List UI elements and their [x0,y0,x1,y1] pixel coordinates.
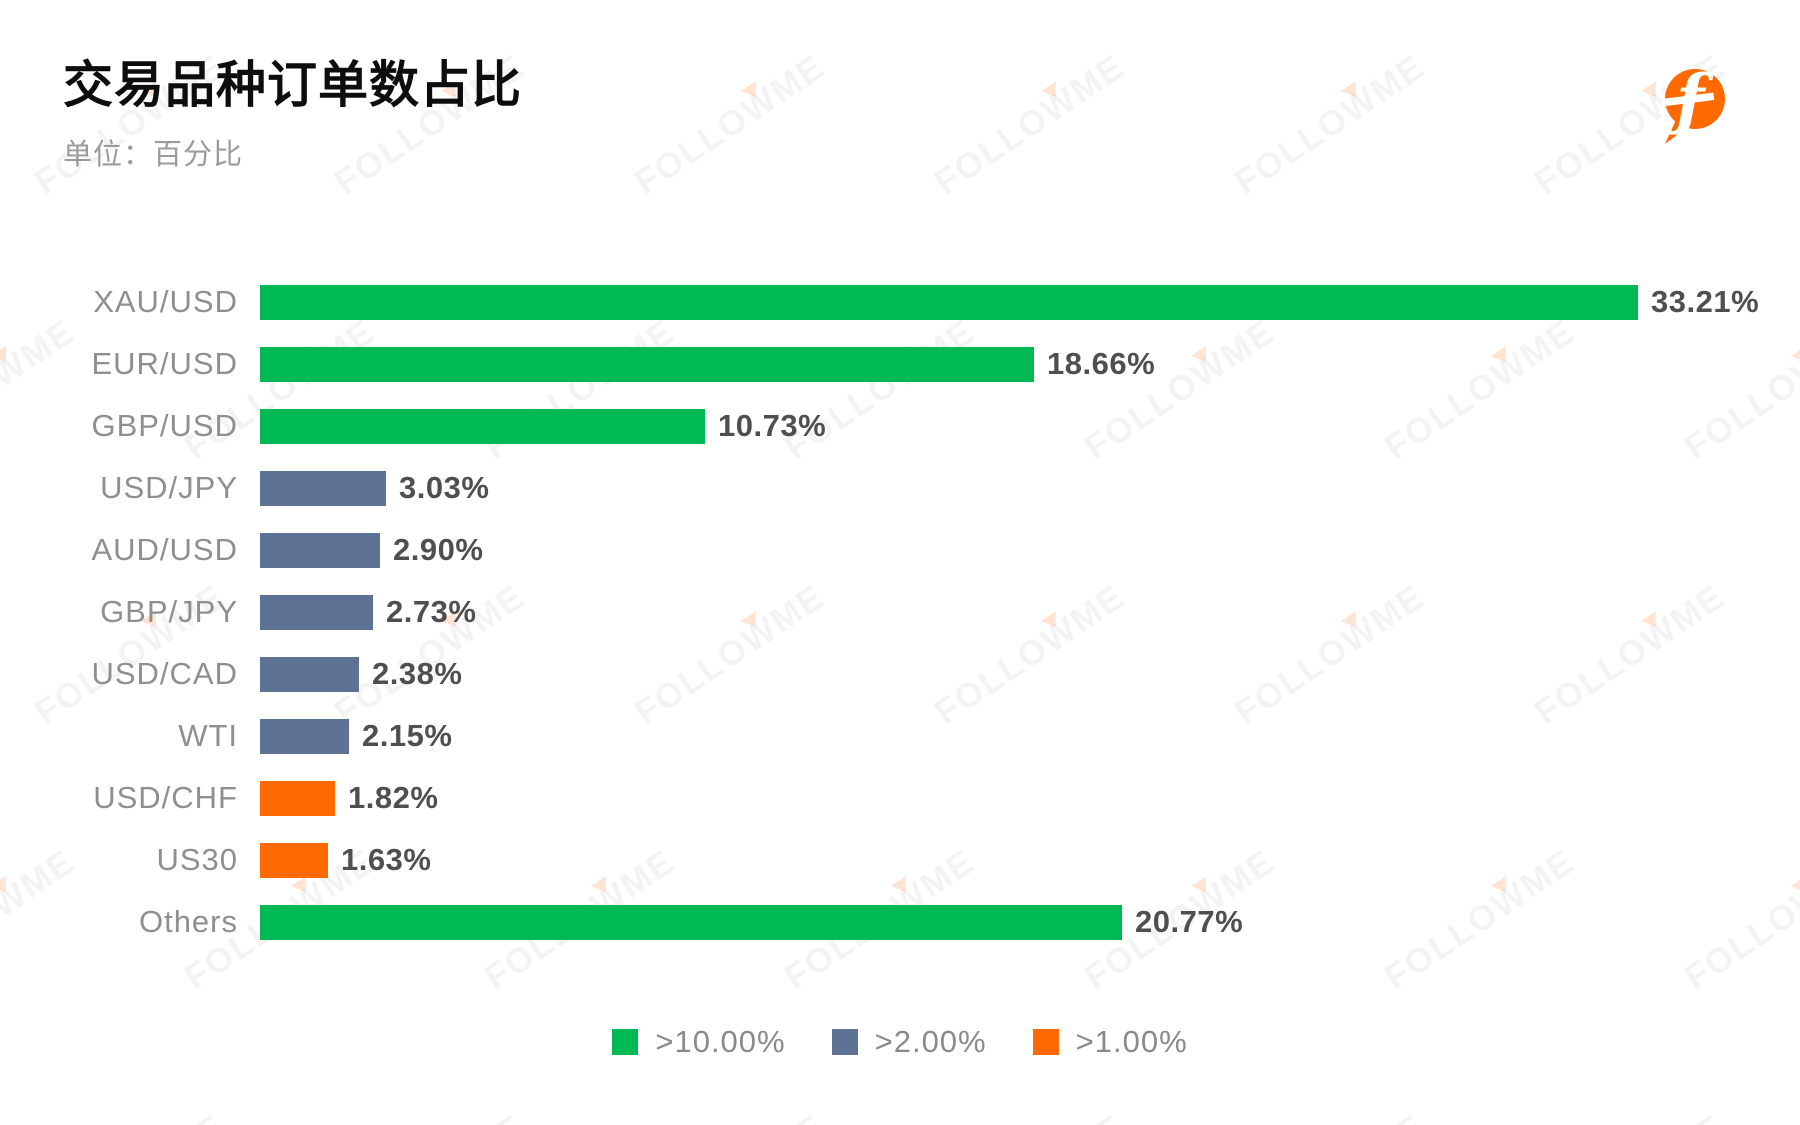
legend-label: >10.00% [655,1024,786,1059]
legend-swatch-icon [831,1029,858,1055]
category-label: EUR/USD [91,346,238,381]
category-label: GBP/JPY [100,594,238,629]
bar-row: GBP/USD 10.73% [0,395,1800,457]
value-label: 2.90% [393,532,484,567]
bar [260,780,335,816]
bar-row: EUR/USD 18.66% [0,333,1800,395]
watermark: FOLLOWME [1528,1107,1733,1125]
watermark: FOLLOWME [28,1107,233,1125]
category-label: AUD/USD [91,532,238,567]
bar-row: USD/CAD 2.38% [0,643,1800,705]
bar [260,904,1122,940]
bar-row: AUD/USD 2.90% [0,519,1800,581]
legend-label: >1.00% [1075,1024,1188,1059]
legend: >10.00% >2.00% >1.00% [0,1024,1800,1060]
value-label: 33.21% [1651,284,1760,319]
watermark: FOLLOWME [628,47,833,203]
watermark: FOLLOWME [1228,1107,1433,1125]
bar-row: USD/CHF 1.82% [0,767,1800,829]
value-label: 1.82% [348,780,439,815]
bar-chart: XAU/USD 33.21% EUR/USD 18.66% GBP/USD 10.73% U… [0,271,1800,953]
bar [260,408,705,444]
followme-logo-icon: ƒ [1662,66,1725,144]
bar-row: GBP/JPY 2.73% [0,581,1800,643]
chart-title: 交易品种订单数占比 [63,57,522,113]
category-label: WTI [178,718,238,753]
legend-item: >10.00% [612,1024,785,1060]
value-label: 3.03% [399,470,490,505]
bar [260,284,1638,320]
watermark: FOLLOWME [928,47,1133,203]
category-label: USD/CHF [93,780,238,815]
watermark: FOLLOWME [328,1107,533,1125]
value-label: 1.63% [341,842,432,877]
legend-item: >1.00% [1032,1024,1188,1060]
category-label: USD/JPY [100,470,238,505]
chart-header: 交易品种订单数占比 单位：百分比 [63,58,522,173]
bar-row: WTI 2.15% [0,705,1800,767]
value-label: 2.15% [362,718,453,753]
chart-subtitle: 单位：百分比 [63,139,244,171]
bar-row: USD/JPY 3.03% [0,457,1800,519]
bar [260,532,380,568]
value-label: 2.73% [386,594,477,629]
category-label: Others [138,904,238,939]
watermark: FOLLOWME [1228,47,1433,203]
bar [260,842,328,878]
value-label: 10.73% [718,408,827,443]
bar [260,470,386,506]
watermark: FOLLOWME [928,1107,1133,1125]
bar-row: XAU/USD 33.21% [0,271,1800,333]
category-label: USD/CAD [91,656,238,691]
bar-row: US30 1.63% [0,829,1800,891]
legend-label: >2.00% [874,1024,987,1059]
bar [260,656,359,692]
category-label: GBP/USD [91,408,238,443]
category-label: US30 [156,842,238,877]
value-label: 2.38% [372,656,463,691]
legend-swatch-icon [1032,1029,1059,1055]
bar-row: Others 20.77% [0,891,1800,953]
bar [260,594,373,630]
legend-item: >2.00% [831,1024,987,1060]
bar [260,346,1034,382]
watermark: FOLLOWME [628,1107,833,1125]
bar [260,718,349,754]
value-label: 20.77% [1135,904,1244,939]
legend-swatch-icon [612,1029,639,1055]
category-label: XAU/USD [93,284,238,319]
value-label: 18.66% [1047,346,1156,381]
